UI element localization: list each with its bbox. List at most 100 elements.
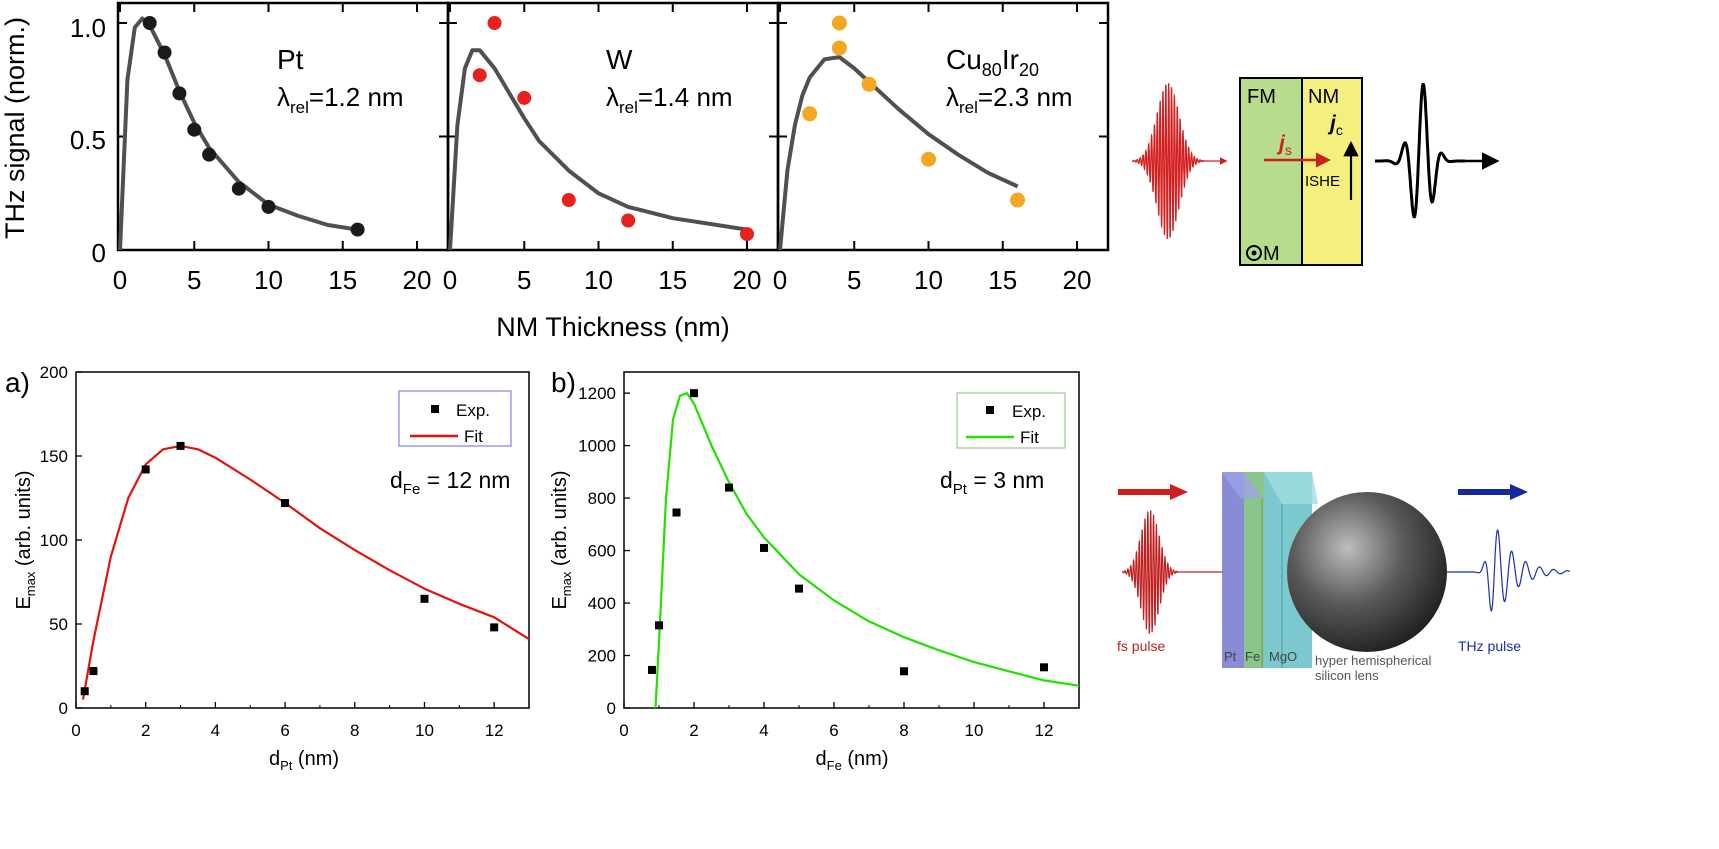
top-panel-w-lambda: λrel=1.4 nm xyxy=(606,82,733,117)
top-panel-pt-material: Pt xyxy=(277,44,304,75)
top-data-point xyxy=(831,15,847,31)
layer-pt xyxy=(1222,472,1244,668)
a-x-tick-label: 4 xyxy=(211,721,220,740)
js-label: js xyxy=(1276,132,1292,158)
top-panel-cuir-material: Cu80Ir20 xyxy=(946,44,1039,80)
top-data-point xyxy=(350,222,365,237)
top-x-tick-label: 5 xyxy=(187,265,201,295)
panel-a-y-axis-label: Emax (arb. units) xyxy=(13,470,38,609)
jc-label: jc xyxy=(1327,112,1343,138)
top-data-point xyxy=(231,181,246,196)
top-data-point xyxy=(172,86,187,101)
b-data-point xyxy=(648,665,656,674)
top-panel-w: W λrel=1.4 nm xyxy=(446,1,780,252)
top-panel-pt-lambda: λrel=1.2 nm xyxy=(277,82,404,117)
a-data-point xyxy=(420,594,429,603)
a-x-tick-label: 6 xyxy=(280,721,289,740)
incident-pulse-red xyxy=(1131,83,1228,239)
a-x-tick-label: 10 xyxy=(415,721,434,740)
top-x-tick-label: 20 xyxy=(733,265,762,295)
fs-pulse-label: fs pulse xyxy=(1117,638,1165,654)
top-x-tick-label: 20 xyxy=(1063,265,1092,295)
top-data-point xyxy=(157,45,172,60)
top-panel-cuir-lambda: λrel=2.3 nm xyxy=(946,82,1073,117)
top-x-axis-label: NM Thickness (nm) xyxy=(496,312,730,342)
top-data-point xyxy=(142,16,157,30)
a-y-tick-label: 200 xyxy=(40,363,68,382)
a-y-tick-label: 150 xyxy=(40,447,68,466)
b-x-tick-label: 12 xyxy=(1035,721,1054,740)
lens-label-line2: silicon lens xyxy=(1315,668,1379,683)
a-y-tick-label: 100 xyxy=(40,531,68,550)
top-data-point xyxy=(187,122,202,137)
panel-a-legend-exp: Exp. xyxy=(456,401,490,420)
panel-b-annotation: dPt = 3 nm xyxy=(940,467,1044,498)
top-x-tick-label: 5 xyxy=(517,265,531,295)
m-label: M xyxy=(1263,243,1280,265)
b-x-tick-label: 0 xyxy=(619,721,628,740)
panel-b-y-axis-label: Emax (arb. units) xyxy=(549,470,574,609)
thz-pulse-label: THz pulse xyxy=(1458,638,1521,654)
top-data-point xyxy=(517,90,532,105)
panel-b-legend-fit: Fit xyxy=(1020,428,1039,447)
a-y-tick-label: 50 xyxy=(49,615,68,634)
b-data-point xyxy=(900,667,908,676)
a-x-tick-label: 2 xyxy=(141,721,150,740)
thz-output-pulse xyxy=(1375,83,1500,219)
top-panel-cuir: Cu80Ir20 λrel=2.3 nm xyxy=(776,1,1110,252)
b-x-tick-label: 4 xyxy=(759,721,768,740)
top-y-tick: 1.0 xyxy=(70,13,106,43)
top-y-axis-label: THz signal (norm.) xyxy=(0,17,30,239)
panel-a-x-axis-label: dPt (nm) xyxy=(269,748,339,773)
b-y-tick-label: 200 xyxy=(588,647,616,666)
top-row-charts: THz signal (norm.) 0 0.5 1.0 Pt λrel=1.2… xyxy=(0,1,1110,342)
top-data-point xyxy=(472,68,487,83)
silicon-lens xyxy=(1287,492,1447,652)
panel-b-legend: Exp. Fit xyxy=(956,392,1066,449)
thz-emission-setup-schematic: fs pulse Pt Fe MgO hyper hemispherical s… xyxy=(1117,472,1571,683)
top-x-tick-label: 20 xyxy=(403,265,432,295)
a-fit-curve xyxy=(81,444,530,700)
spintronic-emitter-schematic: FM NM js jc ISHE M xyxy=(1131,77,1500,266)
a-x-tick-label: 12 xyxy=(485,721,504,740)
b-x-tick-label: 6 xyxy=(829,721,838,740)
layer-pt-label: Pt xyxy=(1224,649,1237,664)
panel-b-legend-exp: Exp. xyxy=(1012,402,1046,421)
top-x-tick-label: 15 xyxy=(328,265,357,295)
top-data-point xyxy=(202,147,217,162)
b-data-point xyxy=(725,483,733,492)
panel-a-legend: Exp. Fit xyxy=(398,390,512,447)
top-data-point xyxy=(802,106,818,122)
a-x-tick-label: 8 xyxy=(350,721,359,740)
fs-pulse-waveform xyxy=(1122,510,1178,634)
b-data-point xyxy=(672,508,681,517)
panel-b-x-axis-label: dFe (nm) xyxy=(816,748,889,773)
top-fit-curve xyxy=(448,48,748,251)
panel-a-label: a) xyxy=(5,367,30,398)
b-y-tick-label: 600 xyxy=(588,542,616,561)
a-data-point xyxy=(141,465,150,474)
top-data-point xyxy=(861,76,877,92)
fm-label: FM xyxy=(1247,86,1276,108)
nm-label: NM xyxy=(1308,86,1339,108)
b-data-point xyxy=(795,584,803,593)
a-x-tick-label: 0 xyxy=(71,721,80,740)
top-x-tick-label: 15 xyxy=(988,265,1017,295)
top-x-tick-label: 0 xyxy=(773,265,787,295)
b-data-point xyxy=(760,543,768,552)
top-data-point xyxy=(487,16,502,30)
b-data-point xyxy=(690,389,698,398)
b-y-tick-label: 0 xyxy=(607,699,616,718)
top-x-tick-label: 10 xyxy=(584,265,613,295)
top-fit-curve xyxy=(778,55,1019,251)
panel-a-legend-fit: Fit xyxy=(464,427,483,446)
top-data-point xyxy=(1010,192,1026,208)
top-x-tick-label: 15 xyxy=(658,265,687,295)
layer-mgo-label: MgO xyxy=(1269,649,1297,664)
a-data-point xyxy=(281,499,290,508)
lens-label-line1: hyper hemispherical xyxy=(1315,653,1431,668)
top-x-tick-label: 5 xyxy=(847,265,861,295)
top-data-point xyxy=(621,213,636,228)
b-data-point xyxy=(655,621,663,630)
